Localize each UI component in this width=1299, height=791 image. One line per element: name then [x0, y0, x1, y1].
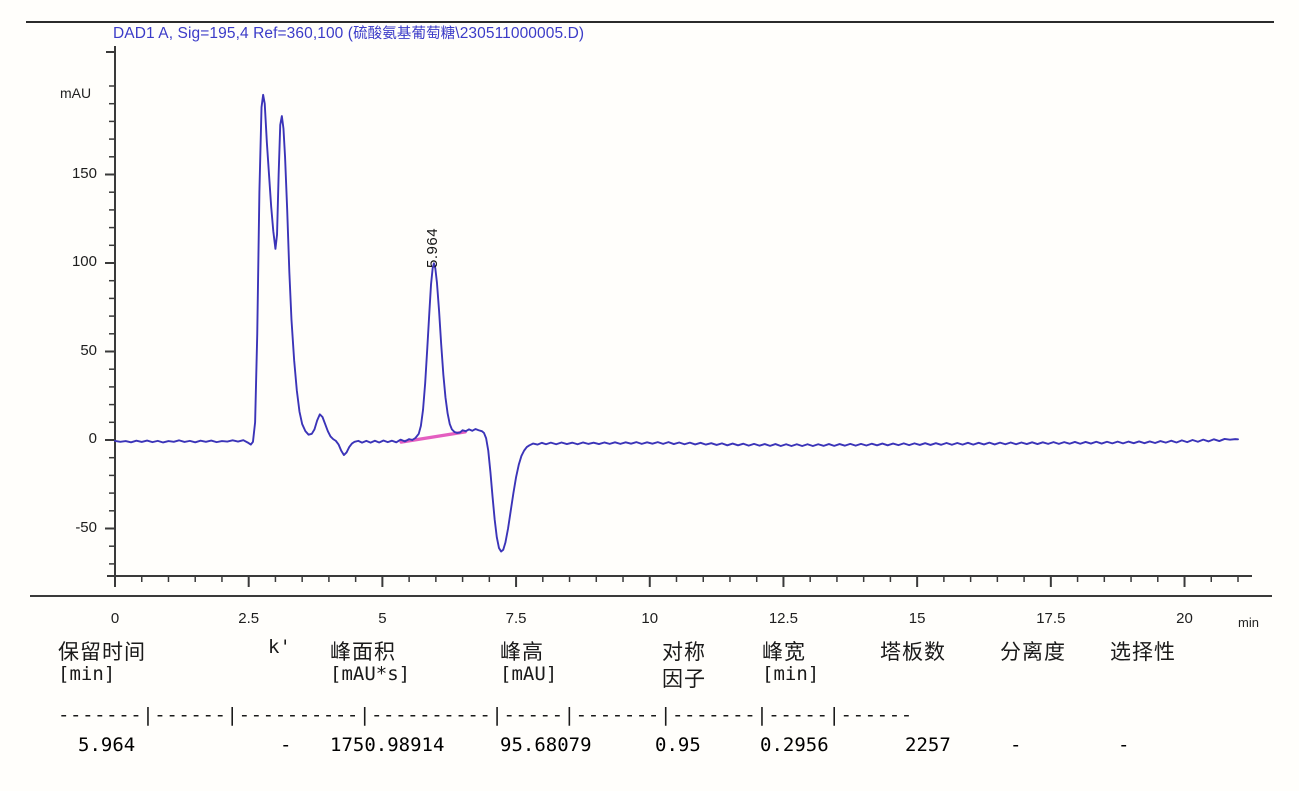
results-column-header: 峰面积 — [330, 640, 396, 664]
x-tick-label: 20 — [1176, 610, 1193, 627]
results-column-header: [min] — [58, 663, 116, 685]
results-cell-peak-height: 95.68079 — [500, 734, 592, 756]
results-cell-k-prime: - — [280, 734, 292, 756]
results-cell-peak-width: 0.2956 — [760, 734, 829, 756]
y-tick-label: -50 — [75, 518, 97, 536]
results-column-header: 峰高 — [500, 640, 544, 664]
results-column-header: 因子 — [662, 667, 706, 691]
signal-title-suffix: \230511000005.D) — [455, 25, 585, 42]
results-column-header: 峰宽 — [762, 640, 806, 664]
x-tick-label: 10 — [641, 610, 659, 627]
y-axis-unit-label: mAU — [60, 85, 92, 101]
header-rule — [26, 21, 1274, 23]
results-header-row-1: 保留时间 k' 峰面积 峰高 对称 峰宽 塔板数 分离度 选择性 — [0, 636, 1299, 664]
x-tick-label: 2.5 — [238, 610, 260, 627]
results-column-header: [mAU] — [500, 663, 558, 685]
chromatogram-plot: mAU min 150 100 50 0 -50 0 2.5 5 7.5 10 12.5 15 17.… — [0, 30, 1299, 630]
results-cell-retention-time: 5.964 — [78, 734, 136, 756]
y-tick-label: 0 — [88, 430, 97, 447]
chromatogram-trace — [114, 93, 1239, 553]
results-cell-selectivity: - — [1118, 734, 1130, 756]
peak-retention-label: 5.964 — [423, 228, 441, 269]
results-column-header: k' — [268, 636, 291, 658]
results-column-header: 保留时间 — [58, 640, 146, 664]
results-column-header: 选择性 — [1110, 640, 1176, 664]
results-column-header: 对称 — [662, 640, 706, 664]
y-tick-label: 50 — [80, 341, 97, 359]
y-tick-label: 100 — [71, 253, 97, 270]
x-tick-label: 15 — [908, 610, 926, 627]
x-axis-unit-label: min — [1238, 615, 1259, 630]
results-header-row-2: [min] [mAU*s] [mAU] 因子 [min] — [0, 663, 1299, 691]
results-column-header: 分离度 — [1000, 640, 1066, 664]
results-table: 保留时间 k' 峰面积 峰高 对称 峰宽 塔板数 分离度 选择性 [min] [mAU*s] [mA… — [0, 636, 1299, 691]
x-tick-label: 12.5 — [768, 610, 799, 627]
results-cell-peak-area: 1750.98914 — [330, 734, 445, 756]
results-column-header: [min] — [762, 663, 820, 685]
signal-title: DAD1 A, Sig=195,4 Ref=360,100 (硫酸氨基葡萄糖\2… — [113, 22, 584, 43]
chromatogram-svg — [30, 46, 1272, 597]
results-column-header: 塔板数 — [880, 640, 946, 664]
signal-title-prefix: DAD1 A, Sig=195,4 Ref=360,100 ( — [113, 25, 354, 42]
x-tick-label: 0 — [110, 610, 120, 627]
results-cell-theoretical-plates: 2257 — [905, 734, 951, 756]
y-tick-label: 150 — [71, 164, 97, 182]
results-cell-resolution: - — [1010, 734, 1022, 756]
x-tick-label: 17.5 — [1036, 610, 1066, 627]
peak-baseline — [399, 430, 467, 444]
results-separator: -------|------|----------|----------|---… — [58, 704, 913, 726]
results-cell-symmetry-factor: 0.95 — [655, 734, 701, 756]
x-tick-label: 5 — [378, 610, 387, 627]
signal-title-sample-name: 硫酸氨基葡萄糖 — [353, 26, 456, 42]
x-tick-label: 7.5 — [505, 610, 527, 627]
results-data-rows: 5.964 - 1750.98914 95.68079 0.95 0.2956 2257 - - — [0, 734, 1299, 762]
results-column-header: [mAU*s] — [330, 663, 411, 685]
